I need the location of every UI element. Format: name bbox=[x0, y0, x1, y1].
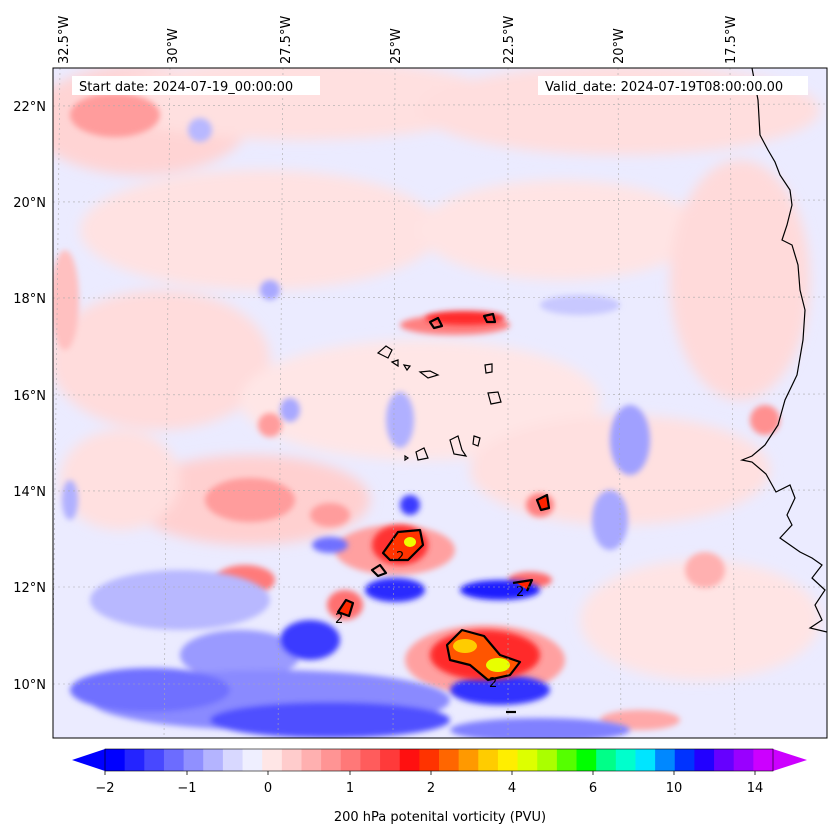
lat-label: 20°N bbox=[13, 196, 46, 211]
valid-date-box bbox=[538, 76, 808, 95]
contour-label: 2 bbox=[516, 585, 524, 600]
colorbar-cell bbox=[694, 749, 715, 771]
colorbar-over-arrow bbox=[773, 749, 807, 771]
colorbar-tick-label: 0 bbox=[264, 781, 272, 796]
colorbar-cell bbox=[596, 749, 617, 771]
colorbar-cell bbox=[497, 749, 519, 771]
colorbar-tick-label: 10 bbox=[666, 781, 683, 796]
colorbar-cell bbox=[753, 749, 774, 771]
colorbar-cell bbox=[144, 749, 165, 771]
colorbar-title: 200 hPa potenital vorticity (PVU) bbox=[334, 810, 546, 825]
lat-label: 10°N bbox=[13, 678, 46, 693]
contour-label: 2 bbox=[335, 612, 343, 627]
colorbar-cell bbox=[183, 749, 204, 771]
lon-label: 32.5°W bbox=[57, 16, 72, 64]
map-frame bbox=[52, 67, 828, 739]
lon-label: 30°W bbox=[166, 28, 181, 64]
colorbar-cells bbox=[105, 749, 774, 771]
latitude-labels: 22°N 20°N 18°N 16°N 14°N 12°N 10°N bbox=[13, 100, 46, 693]
colorbar-tick-label: 14 bbox=[747, 781, 764, 796]
colorbar-outline bbox=[104, 748, 774, 772]
colorbar-cell bbox=[674, 749, 696, 771]
lat-label: 16°N bbox=[13, 389, 46, 404]
colorbar-cell bbox=[281, 749, 303, 771]
colorbar-tick-label: −2 bbox=[95, 781, 114, 796]
colorbar-tick-label: 1 bbox=[346, 781, 354, 796]
lon-label: 27.5°W bbox=[279, 16, 294, 64]
colorbar-cell bbox=[399, 749, 420, 771]
colorbar: −2 −1 0 1 2 4 6 10 14 200 hPa potenital … bbox=[72, 748, 807, 825]
colorbar-tick-labels: −2 −1 0 1 2 4 6 10 14 bbox=[95, 781, 763, 796]
colorbar-cell bbox=[203, 749, 224, 771]
contour-label: 2 bbox=[396, 550, 404, 565]
lon-label: 17.5°W bbox=[724, 16, 739, 64]
start-date-label: Start date: 2024-07-19_00:00:00 bbox=[79, 80, 293, 95]
contour-label: 2 bbox=[489, 676, 497, 691]
map-panel: 2 2 2 2 bbox=[53, 68, 827, 738]
colorbar-ticks bbox=[104, 771, 756, 775]
colorbar-cell bbox=[380, 749, 401, 771]
valid-date-label: Valid_date: 2024-07-19T08:00:00.00 bbox=[545, 80, 783, 95]
colorbar-cell bbox=[655, 749, 676, 771]
lon-label: 20°W bbox=[612, 28, 627, 64]
colorbar-cell bbox=[262, 749, 283, 771]
colorbar-cell bbox=[537, 749, 558, 771]
lon-label: 25°W bbox=[389, 28, 404, 64]
lat-label: 12°N bbox=[13, 581, 46, 596]
lat-label: 14°N bbox=[13, 485, 46, 500]
start-date-box bbox=[72, 76, 320, 95]
colorbar-cell bbox=[733, 749, 754, 771]
colorbar-cell bbox=[419, 749, 440, 771]
graticule bbox=[53, 68, 827, 738]
lat-label: 18°N bbox=[13, 292, 46, 307]
africa-coastline bbox=[739, 68, 827, 633]
colorbar-cell bbox=[242, 749, 263, 771]
colorbar-cell bbox=[556, 749, 578, 771]
colorbar-cell bbox=[517, 749, 538, 771]
colorbar-tick-label: 4 bbox=[508, 781, 516, 796]
colorbar-cell bbox=[635, 749, 656, 771]
colorbar-cell bbox=[458, 749, 479, 771]
colorbar-cell bbox=[439, 749, 460, 771]
lon-label: 22.5°W bbox=[502, 16, 517, 64]
colorbar-cell bbox=[163, 749, 185, 771]
pv-2-contours bbox=[336, 312, 551, 714]
lat-label: 22°N bbox=[13, 100, 46, 115]
longitude-labels: 32.5°W 30°W 27.5°W 25°W 22.5°W 20°W 17.5… bbox=[57, 16, 739, 64]
colorbar-tick-label: 2 bbox=[427, 781, 435, 796]
colorbar-cell bbox=[360, 749, 381, 771]
colorbar-tick-label: −1 bbox=[177, 781, 196, 796]
colorbar-tick-label: 6 bbox=[589, 781, 597, 796]
colorbar-cell bbox=[105, 749, 126, 771]
colorbar-cell bbox=[340, 749, 362, 771]
colorbar-cell bbox=[576, 749, 597, 771]
colorbar-cell bbox=[301, 749, 322, 771]
colorbar-cell bbox=[478, 749, 499, 771]
pv-negative-field bbox=[62, 118, 650, 738]
contour-labels: 2 2 2 2 bbox=[335, 550, 524, 691]
colorbar-cell bbox=[615, 749, 637, 771]
colorbar-under-arrow bbox=[72, 749, 105, 771]
pv-core-12n bbox=[383, 530, 423, 560]
cape-verde-islands bbox=[376, 345, 502, 462]
colorbar-cell bbox=[321, 749, 342, 771]
colorbar-cell bbox=[714, 749, 735, 771]
colorbar-cell bbox=[222, 749, 244, 771]
colorbar-cell bbox=[124, 749, 145, 771]
